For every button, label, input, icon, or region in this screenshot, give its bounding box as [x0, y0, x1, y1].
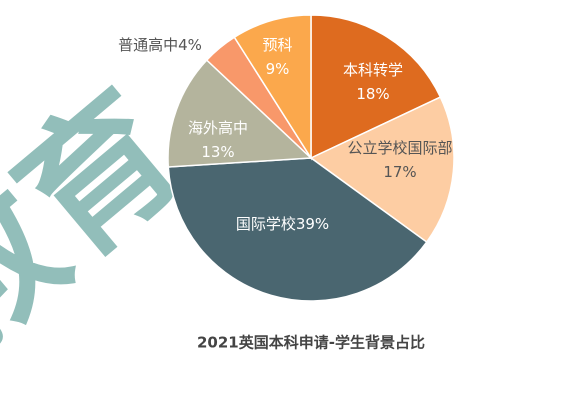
category-label: 预科: [262, 36, 293, 54]
category-label: 普通高中: [118, 36, 179, 54]
slice-label: 国际学校39%: [215, 212, 350, 236]
slice-label: 预科 9%: [245, 33, 310, 81]
value-label: 4%: [178, 36, 202, 54]
value-label: 9%: [265, 60, 290, 78]
category-label: 国际学校: [235, 215, 296, 233]
value-label: 18%: [356, 85, 390, 103]
pie-slice: [167, 157, 428, 302]
pie-slice: [310, 14, 442, 160]
category-label: 海外高中: [187, 119, 248, 137]
value-label: 17%: [383, 163, 417, 181]
value-label: 39%: [295, 215, 330, 233]
slice-label: 海外高中 13%: [173, 116, 263, 164]
pie: [167, 14, 455, 302]
slice-label: 公立学校国际部 17%: [345, 136, 455, 184]
chart-title: 2021英国本科申请-学生背景占比: [197, 334, 425, 352]
category-label: 公立学校国际部: [347, 139, 453, 157]
pie-slice: [233, 14, 312, 161]
pie-slice: [309, 96, 455, 244]
category-label: 本科转学: [342, 61, 403, 79]
slice-label: 本科转学 18%: [323, 58, 423, 106]
value-label: 13%: [201, 143, 235, 161]
slice-label: 普通高中4%: [100, 33, 220, 57]
pie-slice: [167, 59, 313, 168]
